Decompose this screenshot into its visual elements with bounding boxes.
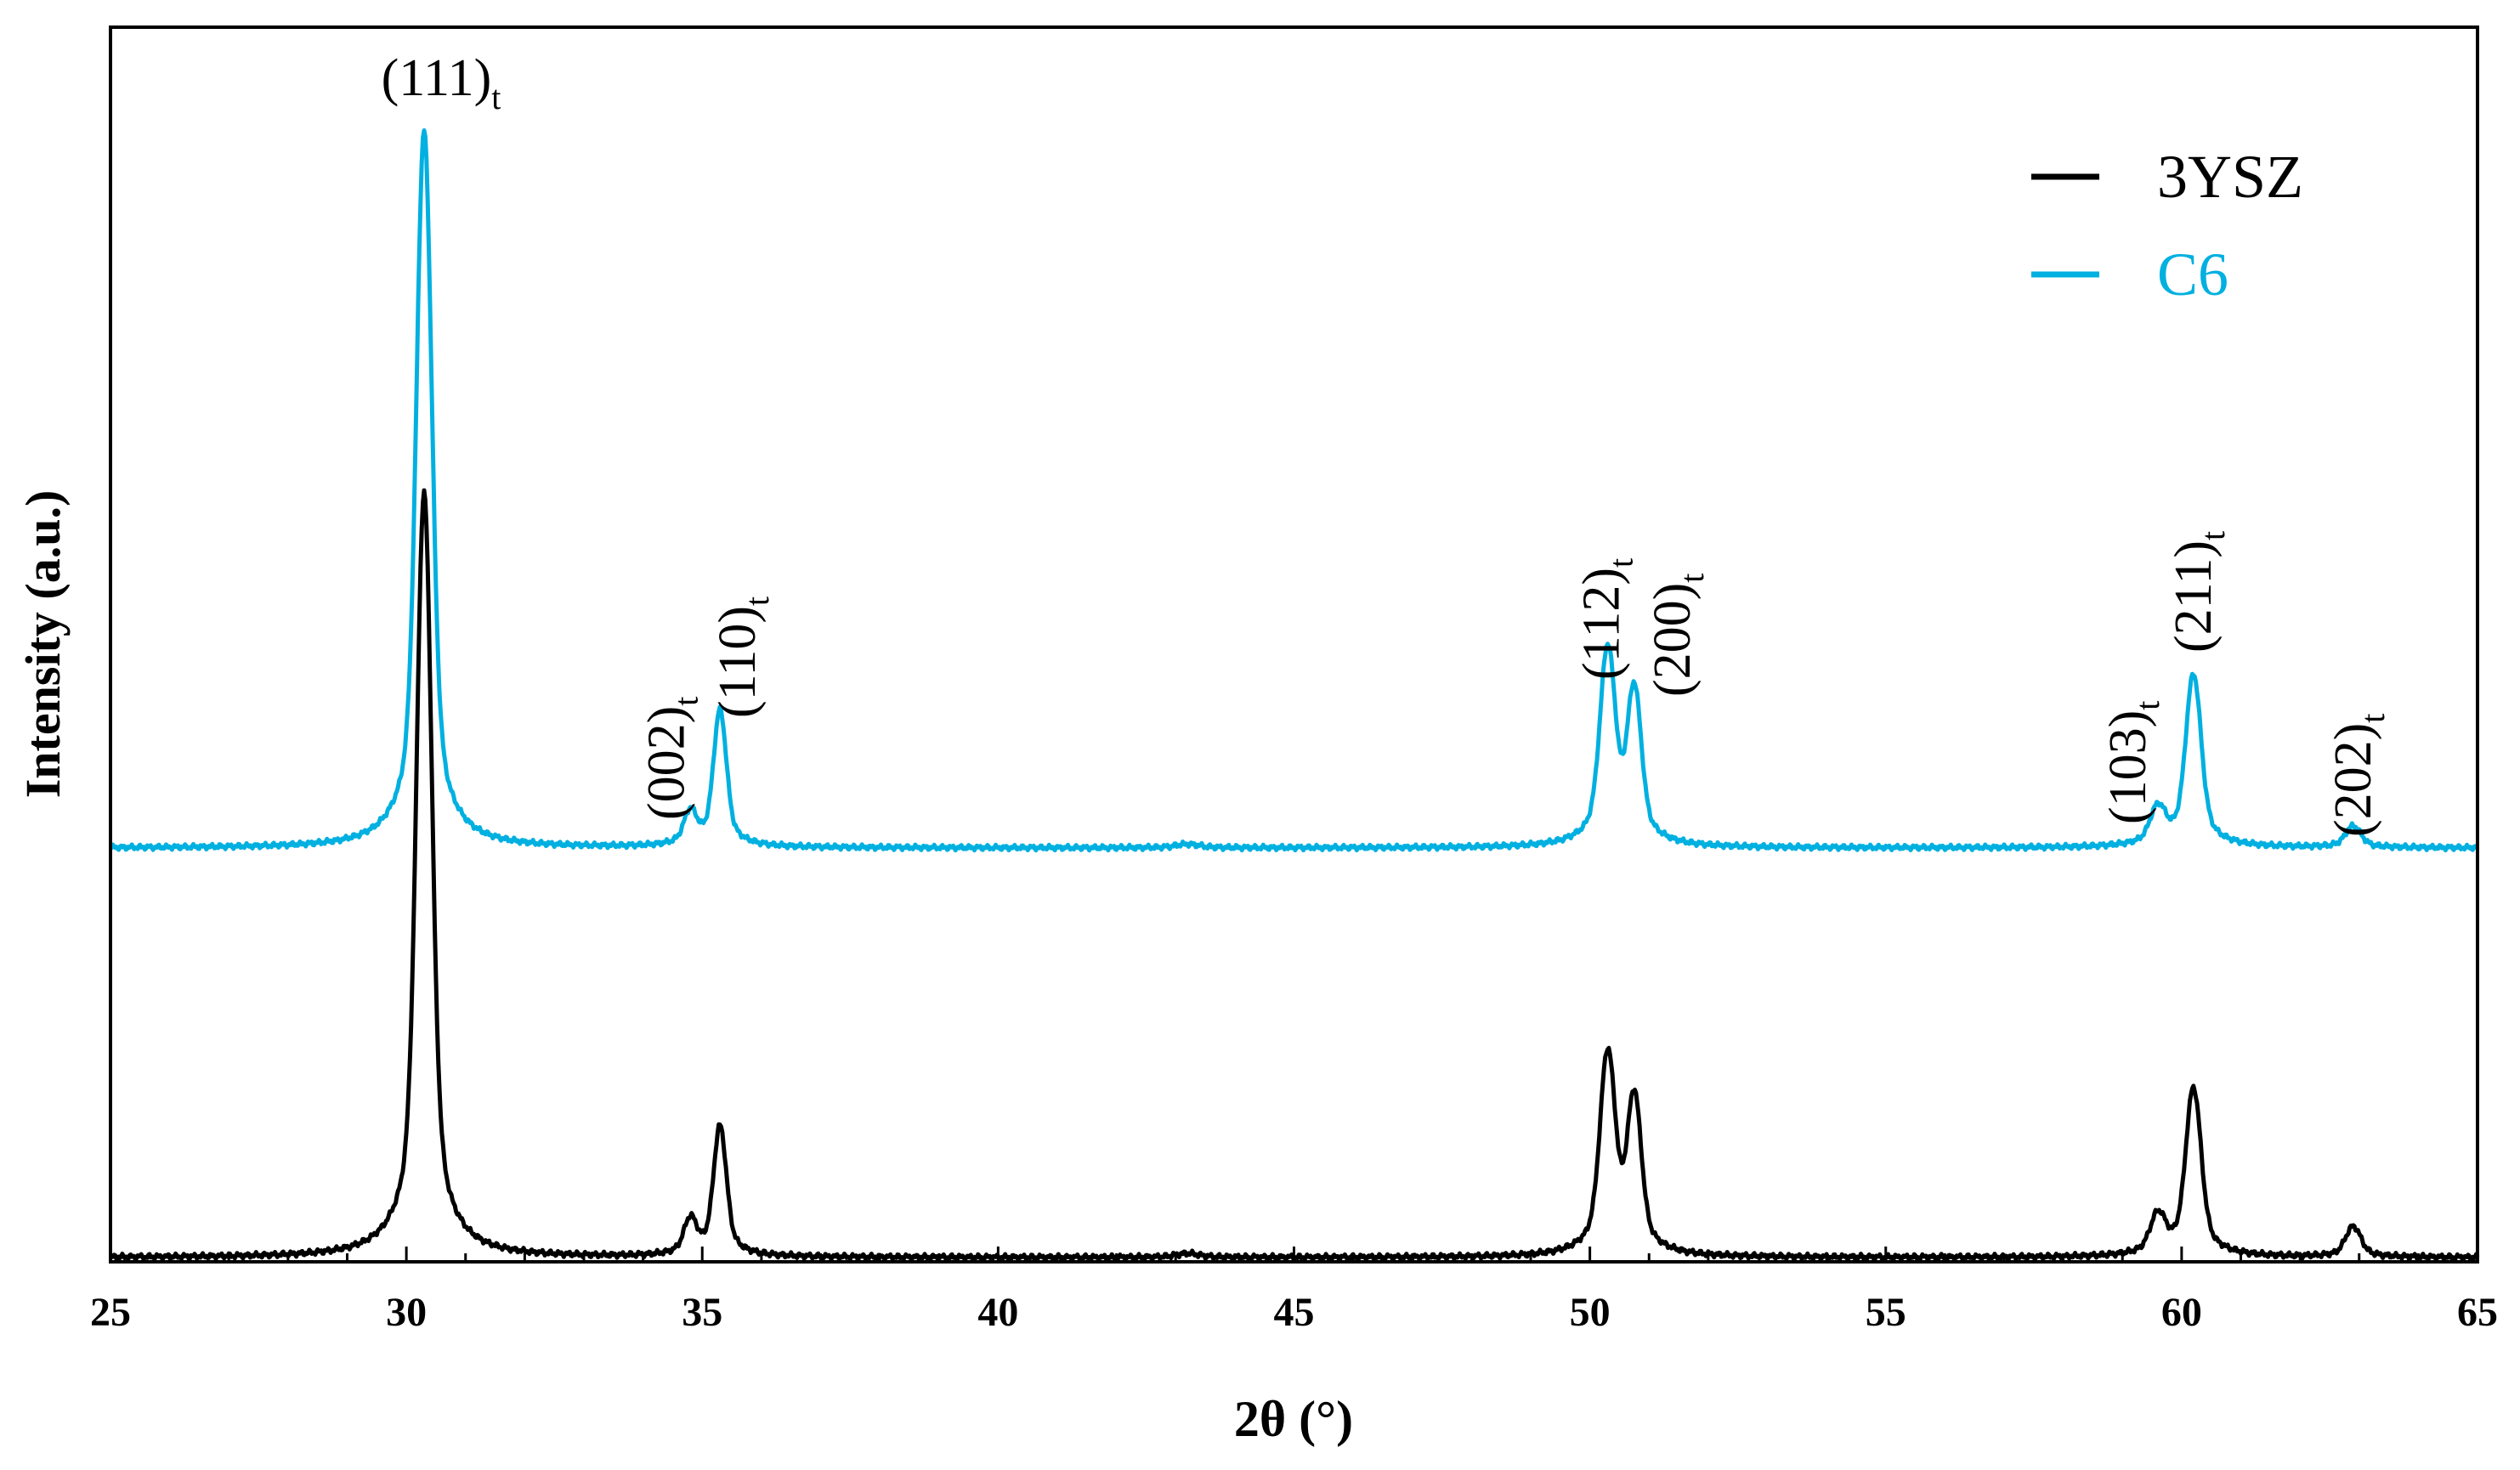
x-tick-label: 40 [977,1290,1018,1335]
peak-label: (202)t [2325,714,2392,837]
peak-label: (112)t [1573,558,1640,680]
x-tick-label: 25 [90,1290,131,1335]
peak-annotations: (111)t (002)t (110)t (112)t(200)t (103)t (211… [382,49,2392,837]
x-tick-label: 60 [2161,1290,2202,1335]
peak-label: (103)t [2099,701,2166,824]
x-ticks: 25 30 35 40 45 50 55 60 65 [90,1247,2498,1335]
x-tick-label: 30 [386,1290,427,1335]
peak-label: (002)t [637,697,705,820]
peak-label: (200)t [1644,574,1711,697]
peak-label: (110)t [709,596,776,718]
x-tick-label: 55 [1866,1290,1906,1335]
peak-label: (111)t [382,49,501,116]
legend-label-c6: C6 [2157,240,2228,308]
x-tick-label: 65 [2457,1290,2498,1335]
x-tick-label: 35 [682,1290,722,1335]
legend: 3YSZ C6 [2031,143,2303,308]
x-axis-title: 2θ (°) [1234,1391,1353,1447]
legend-label-3ysz: 3YSZ [2157,143,2303,211]
peak-label: (211)t [2165,531,2232,653]
series-line-c6 [108,128,2479,853]
x-tick-label: 45 [1274,1290,1315,1335]
x-tick-label: 50 [1570,1290,1611,1335]
y-axis-title: Intensity (a.u.) [15,490,71,799]
